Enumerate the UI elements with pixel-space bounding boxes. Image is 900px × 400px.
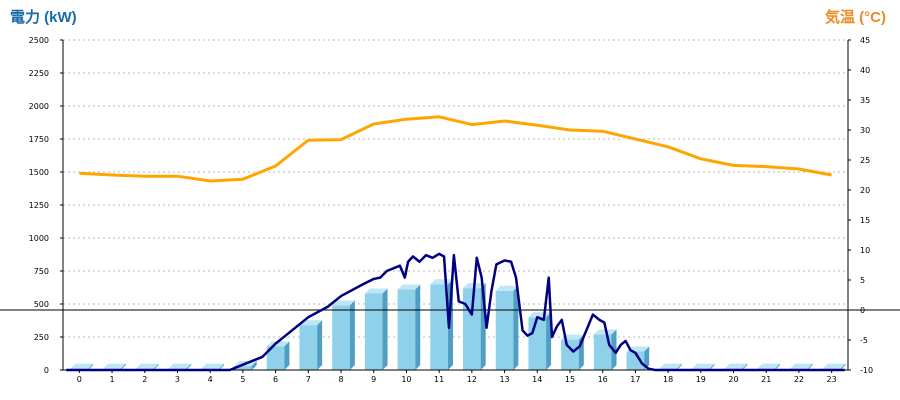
power-line — [66, 252, 845, 372]
y-right-tick-label: 25 — [860, 156, 870, 165]
x-tick-label: 3 — [175, 375, 180, 384]
tick-labels: 02505007501000125015001750200022502500-1… — [29, 36, 873, 384]
axes — [62, 40, 849, 371]
bar — [561, 334, 584, 370]
x-tick-label: 17 — [630, 375, 640, 384]
x-tick-label: 2 — [142, 375, 147, 384]
bar — [495, 285, 519, 370]
x-tick-label: 22 — [794, 375, 804, 384]
y-right-tick-label: 20 — [860, 186, 870, 195]
y-left-tick-label: 1750 — [29, 135, 49, 144]
bar — [397, 284, 421, 370]
x-tick-label: 6 — [273, 375, 278, 384]
x-tick-label: 18 — [663, 375, 673, 384]
y-right-tick-label: 30 — [860, 126, 870, 135]
y-left-tick-label: 0 — [44, 366, 49, 375]
y-left-tick-label: 2000 — [29, 102, 49, 111]
x-tick-label: 8 — [338, 375, 343, 384]
x-tick-label: 13 — [499, 375, 509, 384]
lines — [66, 115, 845, 372]
bar — [528, 312, 552, 370]
grid-lines — [63, 39, 848, 338]
y-left-tick-label: 250 — [34, 333, 49, 342]
x-tick-label: 15 — [565, 375, 575, 384]
bar — [299, 320, 323, 370]
right-axis-title: 気温 (°C) — [825, 9, 886, 26]
x-tick-label: 0 — [77, 375, 82, 384]
y-left-tick-label: 2250 — [29, 69, 49, 78]
y-right-tick-label: 0 — [860, 306, 865, 315]
y-left-tick-label: 1250 — [29, 201, 49, 210]
x-tick-label: 7 — [306, 375, 311, 384]
x-tick-label: 12 — [467, 375, 477, 384]
bar — [266, 341, 290, 370]
x-tick-label: 14 — [532, 375, 542, 384]
y-right-tick-label: -10 — [860, 366, 873, 375]
bars — [70, 279, 846, 370]
y-right-tick-label: 15 — [860, 216, 870, 225]
y-left-tick-label: 750 — [34, 267, 49, 276]
bar — [593, 329, 617, 370]
y-right-tick-label: 10 — [860, 246, 870, 255]
x-tick-label: 9 — [371, 375, 376, 384]
y-right-tick-label: -5 — [860, 336, 868, 345]
y-left-tick-label: 1000 — [29, 234, 49, 243]
x-tick-label: 11 — [434, 375, 444, 384]
left-axis-title: 電力 (kW) — [10, 9, 77, 26]
y-right-tick-label: 35 — [860, 96, 870, 105]
y-right-tick-label: 40 — [860, 66, 870, 75]
bar — [332, 300, 355, 370]
bar — [364, 288, 388, 370]
x-tick-label: 21 — [761, 375, 771, 384]
x-tick-label: 1 — [110, 375, 115, 384]
temperature-line — [79, 115, 832, 183]
x-tick-label: 23 — [827, 375, 837, 384]
y-left-tick-label: 2500 — [29, 36, 49, 45]
x-tick-label: 20 — [728, 375, 738, 384]
x-tick-label: 5 — [240, 375, 245, 384]
y-right-tick-label: 45 — [860, 36, 870, 45]
x-tick-label: 4 — [208, 375, 213, 384]
x-tick-label: 10 — [401, 375, 411, 384]
y-left-tick-label: 500 — [34, 300, 49, 309]
y-left-tick-label: 1500 — [29, 168, 49, 177]
x-tick-label: 16 — [598, 375, 608, 384]
x-tick-label: 19 — [696, 375, 706, 384]
y-right-tick-label: 5 — [860, 276, 865, 285]
